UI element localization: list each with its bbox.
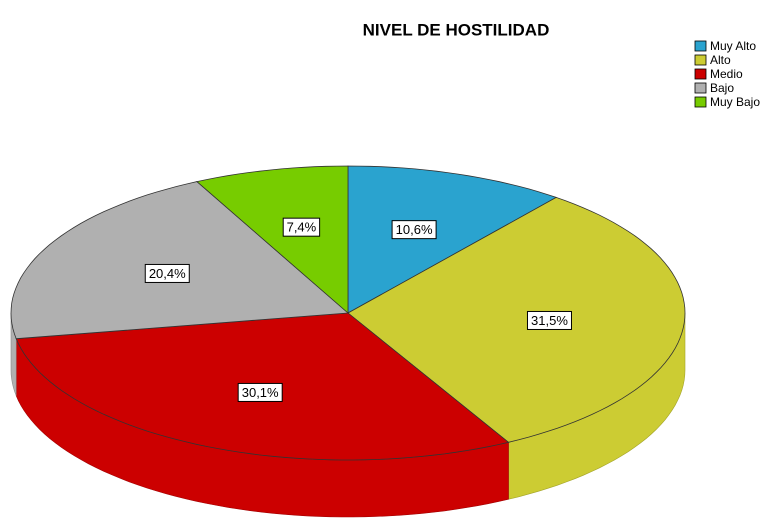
- pie-tops: [10, 165, 686, 461]
- legend-label: Medio: [710, 67, 743, 81]
- legend-swatch: [694, 54, 707, 66]
- data-labels: 10,6% 31,5% 30,1% 20,4% 7,4%: [144, 217, 572, 402]
- legend-swatch: [694, 82, 707, 94]
- legend-label: Muy Alto: [710, 39, 756, 53]
- slice: [347, 196, 686, 443]
- data-label: 7,4%: [287, 220, 317, 235]
- slice: [10, 181, 349, 340]
- data-label-box: [391, 220, 437, 240]
- data-label: 10,6%: [396, 222, 433, 237]
- data-label: 20,4%: [149, 266, 186, 281]
- slice: [347, 165, 558, 314]
- data-label-box: [144, 263, 190, 283]
- data-label-box: [526, 310, 572, 330]
- data-label: 31,5%: [531, 313, 568, 328]
- legend-label: Muy Bajo: [710, 95, 760, 109]
- legend-swatch: [694, 96, 707, 108]
- slice: [196, 165, 349, 314]
- legend-label: Alto: [710, 53, 731, 67]
- chart-title: NIVEL DE HOSTILIDAD: [363, 20, 550, 39]
- legend-swatch: [694, 40, 707, 52]
- legend-swatch: [694, 68, 707, 80]
- data-label: 30,1%: [242, 385, 279, 400]
- data-label-box: [282, 217, 321, 237]
- data-label-box: [237, 382, 283, 402]
- legend-label: Bajo: [710, 81, 734, 95]
